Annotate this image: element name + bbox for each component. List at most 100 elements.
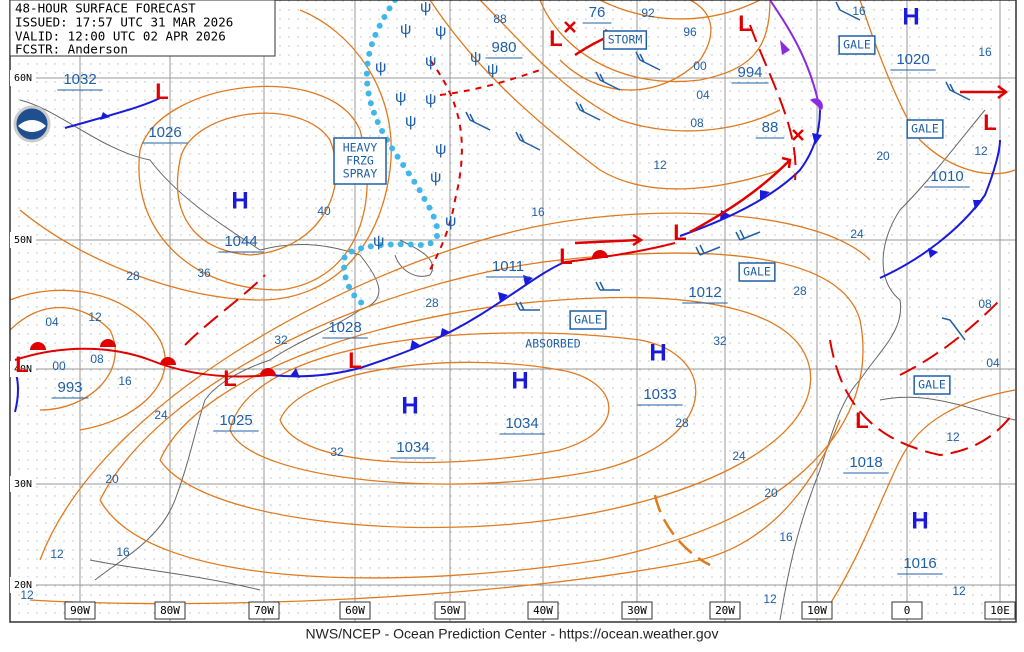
isobar-label: 12: [974, 144, 988, 158]
longitude-label: 90W: [70, 604, 90, 617]
longitude-label: 40W: [533, 604, 553, 617]
icing-icons: ψψ ψ ψ ψψ ψψψ ψψψ ψψ: [373, 0, 498, 250]
coastlines: [19, 99, 1016, 621]
isobar-label: 36: [197, 266, 211, 280]
pressure-value: 993: [57, 379, 82, 396]
longitude-label-box: [801, 601, 833, 620]
fronts: [14, 0, 1013, 567]
pressure-value: 1016: [903, 555, 936, 572]
pressure-value: 1012: [688, 284, 721, 301]
pressure-value: 1026: [148, 124, 181, 141]
svg-text:ψ: ψ: [487, 61, 498, 78]
warning-box: [569, 310, 607, 330]
longitude-label-box: [527, 601, 559, 620]
isobar-label: 04: [45, 315, 59, 329]
longitude-label-box: [984, 601, 1016, 620]
pressure-value: 1018: [849, 454, 882, 471]
isobar-label: 28: [675, 416, 689, 430]
forecaster: FCSTR: Anderson: [15, 42, 128, 57]
warning-box: [838, 35, 876, 55]
warning-box: [913, 375, 951, 395]
pressure-value: 1032: [63, 71, 96, 88]
isobar-label: 12: [88, 310, 102, 324]
longitude-label: 30W: [627, 604, 647, 617]
warning-label: GALE: [918, 378, 946, 392]
longitude-label-box: [248, 601, 280, 620]
svg-text:ψ: ψ: [400, 21, 411, 38]
isobar-label: 32: [330, 445, 344, 459]
longitude-label-box: [891, 601, 923, 620]
isobar-label: 16: [116, 545, 130, 559]
longitude-label-box: [621, 601, 653, 620]
longitude-label-box: [434, 601, 466, 620]
latitude-label: 40N: [14, 364, 32, 375]
warning-box: [738, 262, 776, 282]
latitude-label-box: [10, 70, 36, 86]
isobar-label: 12: [946, 430, 960, 444]
longitude-label: 70W: [254, 604, 274, 617]
warning-box: [602, 30, 648, 50]
warning-label: GALE: [743, 265, 771, 279]
warning-label: GALE: [843, 38, 871, 52]
isobar-label: 32: [274, 333, 288, 347]
isobar-label: 20: [876, 149, 890, 163]
isobar-label: 24: [154, 408, 168, 422]
latitude-label-box: [10, 232, 36, 248]
latitude-label-box: [10, 577, 36, 593]
pressure-value: 88: [762, 119, 779, 136]
latitude-label: 20N: [14, 580, 32, 591]
title: 48-HOUR SURFACE FORECAST: [15, 1, 196, 16]
isobar-label: 00: [52, 359, 66, 373]
pressure-value: 980: [491, 39, 516, 56]
pressure-value: 1033: [643, 386, 676, 403]
pressure-value: 1010: [930, 168, 963, 185]
isobar-label: 16: [852, 4, 866, 18]
svg-text:ψ: ψ: [435, 23, 446, 40]
isobar-label: 16: [118, 374, 132, 388]
latitude-label-box: [10, 476, 36, 492]
high-symbol: H: [401, 392, 418, 419]
svg-text:ψ: ψ: [395, 89, 406, 106]
svg-text:ψ: ψ: [373, 233, 384, 250]
svg-text:ψ: ψ: [420, 0, 431, 16]
isobar-label: 04: [986, 356, 1000, 370]
svg-text:ψ: ψ: [470, 49, 481, 66]
low-symbol: L: [155, 79, 168, 104]
isobar-label: 04: [696, 88, 710, 102]
pressure-value: 1025: [219, 412, 252, 429]
isobar-label: 00: [693, 59, 707, 73]
map-frame: [9, 0, 1017, 623]
longitude-label: 0: [904, 604, 911, 617]
isobar-label: 28: [126, 269, 140, 283]
low-symbol: L: [223, 366, 236, 391]
longitude-label: 10E: [990, 604, 1010, 617]
low-symbol: L: [549, 26, 562, 51]
dot-grid: [10, 0, 1016, 622]
longitude-label-box: [64, 601, 96, 620]
pressure-value: 1034: [505, 415, 538, 432]
high-symbol: H: [911, 507, 928, 534]
isobar-label: 12: [20, 588, 34, 602]
isobar-label: 88: [493, 12, 507, 26]
pressure-value: 994: [737, 64, 762, 81]
low-symbol: L: [855, 408, 868, 433]
spray-box: [333, 137, 387, 185]
footer-credit: NWS/NCEP - Ocean Prediction Center - htt…: [306, 626, 719, 642]
longitude-label: 10W: [807, 604, 827, 617]
longitude-label: 80W: [160, 604, 180, 617]
isobar-label: 20: [764, 486, 778, 500]
isobar-label: 16: [779, 530, 793, 544]
longitude-label-box: [154, 601, 186, 620]
low-symbol: L: [15, 352, 28, 377]
longitude-label: 20W: [715, 604, 735, 617]
low-symbol: L: [983, 110, 996, 135]
wind-barbs: [465, 1, 971, 341]
isobar-label: 12: [50, 547, 64, 561]
noaa-logo: [13, 105, 51, 143]
svg-text:ψ: ψ: [425, 53, 436, 70]
isobar-label: 40: [317, 204, 331, 218]
isobar-label: 16: [978, 45, 992, 59]
isobar-label: 08: [90, 352, 104, 366]
spray-label: FRZG: [346, 154, 374, 168]
isobar-label: 28: [793, 284, 807, 298]
